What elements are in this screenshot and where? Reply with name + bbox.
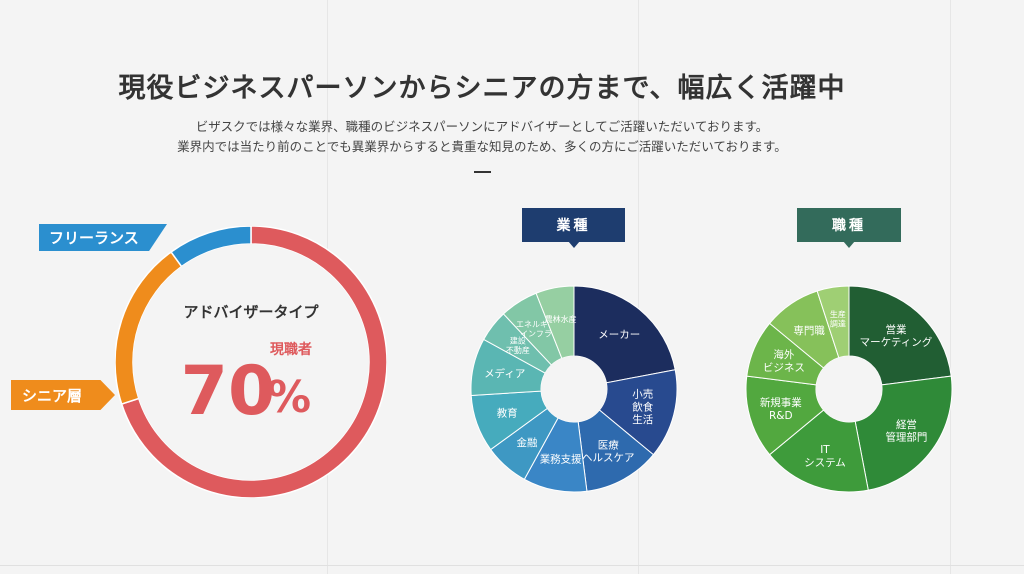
job-slice-label-1: 経営管理部門 [885,418,927,444]
subtitle-line-1: ビザスクでは様々な業界、職種のビジネスパーソンにアドバイザーとしてご活躍いただい… [195,119,769,134]
job-slice-label-5: 専門職 [793,325,825,337]
advisor-type-donut: アドバイザータイプ 70 現職者 % [115,226,387,498]
industry-slice-label-6: メディア [484,367,525,380]
industry-slice-label-8: エネルギーインフラ [516,320,556,339]
grid-line [950,0,951,574]
industry-pie-hole [541,356,607,422]
job-pie-hole [816,356,882,422]
subtitle-line-2: 業界内では当たり前のことでも異業界からすると貴重な知見のため、多くの方にご活躍い… [177,139,787,154]
advisor-center-unit: % [267,372,311,423]
industry-slice-label-2: 医療ヘルスケア [582,439,635,465]
industry-heading: 業種 [522,208,625,248]
job-slice-label-6: 生産調達 [830,309,846,329]
job-heading: 職種 [797,208,901,248]
industry-slice-label-9: 農林水産 [545,314,577,324]
industry-slice-label-3: 業務支援 [540,452,582,465]
senior-tag: シニア層 [11,380,115,410]
industry-slice-label-7: 建設不動産 [506,335,530,355]
bottom-divider [0,565,1024,566]
job-slice-label-4: 海外ビジネス [763,348,805,374]
freelance-tag: フリーランス [39,224,167,251]
page-title: 現役ビジネスパーソンからシニアの方まで、幅広く活躍中 [118,73,846,104]
title-divider [474,171,491,173]
industry-slice-label-4: 金融 [517,436,538,449]
advisor-center-value: 70 [181,352,276,431]
advisor-center-label: 現職者 [270,341,312,358]
job-slice-label-3: 新規事業 R&D [760,396,802,422]
job-slice-label-2: IT システム [804,444,846,469]
industry-slice-label-1: 小売飲食生活 [632,388,653,426]
industry-slice-label-5: 教育 [497,407,518,420]
industry-slice-label-0: メーカー [598,329,640,341]
grid-line [638,0,639,574]
advisor-center-title: アドバイザータイプ [183,303,319,321]
donut-center [133,244,369,480]
job-slice-label-0: 営業マーケティング [860,323,933,349]
